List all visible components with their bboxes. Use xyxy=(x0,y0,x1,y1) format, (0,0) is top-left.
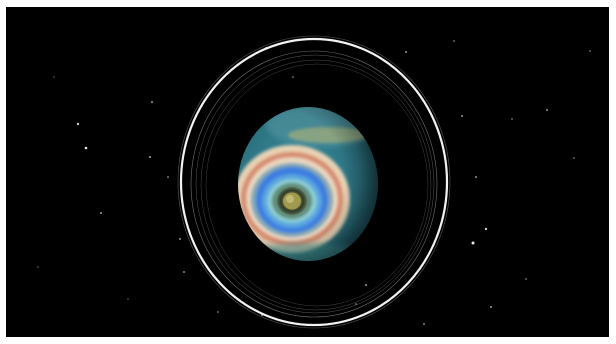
star xyxy=(453,40,455,42)
star xyxy=(511,118,513,120)
star xyxy=(292,76,294,78)
star xyxy=(405,51,407,53)
star xyxy=(525,278,527,280)
star xyxy=(53,76,55,78)
star xyxy=(365,284,367,286)
planet xyxy=(238,107,378,261)
star xyxy=(183,271,185,273)
star xyxy=(471,241,475,245)
star xyxy=(100,212,102,214)
star xyxy=(76,122,80,126)
star xyxy=(127,298,129,300)
star xyxy=(490,306,492,308)
star xyxy=(475,176,477,178)
planet-render xyxy=(37,35,591,329)
star xyxy=(37,266,39,268)
star xyxy=(589,50,591,52)
star xyxy=(423,323,425,325)
star xyxy=(217,311,219,313)
star xyxy=(355,303,357,305)
starfield xyxy=(37,40,591,325)
space-scene xyxy=(6,7,609,337)
star xyxy=(179,238,181,240)
star xyxy=(461,115,463,117)
star xyxy=(84,146,88,150)
star xyxy=(546,109,548,111)
star xyxy=(573,157,575,159)
star xyxy=(167,176,169,178)
star xyxy=(151,101,153,103)
star xyxy=(484,227,488,231)
outer-ring xyxy=(177,35,451,329)
inner-rings xyxy=(190,50,438,318)
star xyxy=(149,156,151,158)
